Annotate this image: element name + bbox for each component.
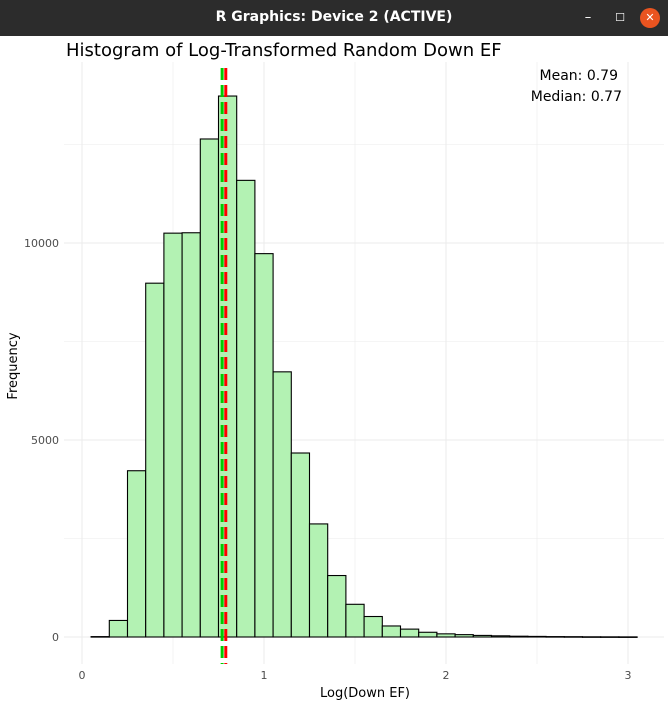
close-icon[interactable]: ✕ (640, 8, 660, 28)
stat-lines (220, 68, 228, 664)
y-tick-label: 10000 (24, 237, 59, 250)
window-title: R Graphics: Device 2 (ACTIVE) (215, 9, 453, 25)
histogram-bar (399, 628, 420, 638)
histogram-bars (90, 95, 638, 638)
histogram-bar (563, 636, 584, 638)
histogram-bar (327, 574, 347, 638)
histogram-bar (108, 619, 129, 638)
y-tick-label: 5000 (31, 434, 59, 447)
histogram-bar (581, 636, 602, 638)
minimize-icon[interactable]: – (584, 10, 592, 25)
histogram-bar (126, 470, 147, 638)
histogram-bar (308, 523, 329, 638)
median-annotation: Median: 0.77 (531, 89, 622, 105)
histogram-bar (436, 633, 456, 638)
histogram-bar (527, 635, 547, 638)
histogram-bar (509, 635, 529, 638)
histogram-bar (600, 636, 620, 638)
mean-annotation: Mean: 0.79 (540, 68, 618, 84)
maximize-icon[interactable]: ☐ (615, 11, 625, 24)
axis-ticks: 0 1 2 3 0 5000 10000 (24, 237, 632, 682)
plot-area: 0 1 2 3 0 5000 10000 Histogram of Log-Transfor… (0, 36, 668, 706)
histogram-bar (454, 634, 474, 638)
histogram-bar (490, 635, 511, 638)
histogram-bar (345, 603, 365, 638)
histogram-bar (472, 634, 493, 638)
histogram-bar (418, 631, 438, 638)
histogram-bar (236, 179, 256, 638)
histogram-bar (163, 232, 183, 638)
histogram-bar (90, 636, 110, 638)
chart-title: Histogram of Log-Transformed Random Down… (66, 40, 502, 61)
histogram-bar (545, 636, 565, 638)
histogram-bar (199, 138, 220, 638)
x-tick-label: 0 (79, 669, 86, 682)
histogram-chart: 0 1 2 3 0 5000 10000 Histogram of Log-Transfor… (6, 40, 664, 701)
x-tick-label: 3 (625, 669, 632, 682)
histogram-bar (618, 636, 638, 638)
histogram-bar (145, 282, 165, 638)
x-tick-label: 2 (443, 669, 450, 682)
histogram-bar (272, 371, 292, 638)
x-axis-label: Log(Down EF) (320, 686, 410, 701)
histogram-bar (254, 253, 274, 638)
x-tick-label: 1 (261, 669, 268, 682)
window-titlebar: R Graphics: Device 2 (ACTIVE) – ☐ ✕ (0, 0, 668, 36)
histogram-bar (181, 232, 201, 638)
y-axis-label: Frequency (6, 332, 21, 399)
y-tick-label: 0 (52, 631, 59, 644)
histogram-bar (363, 615, 383, 638)
histogram-bar (290, 452, 311, 638)
histogram-bar (381, 625, 402, 638)
